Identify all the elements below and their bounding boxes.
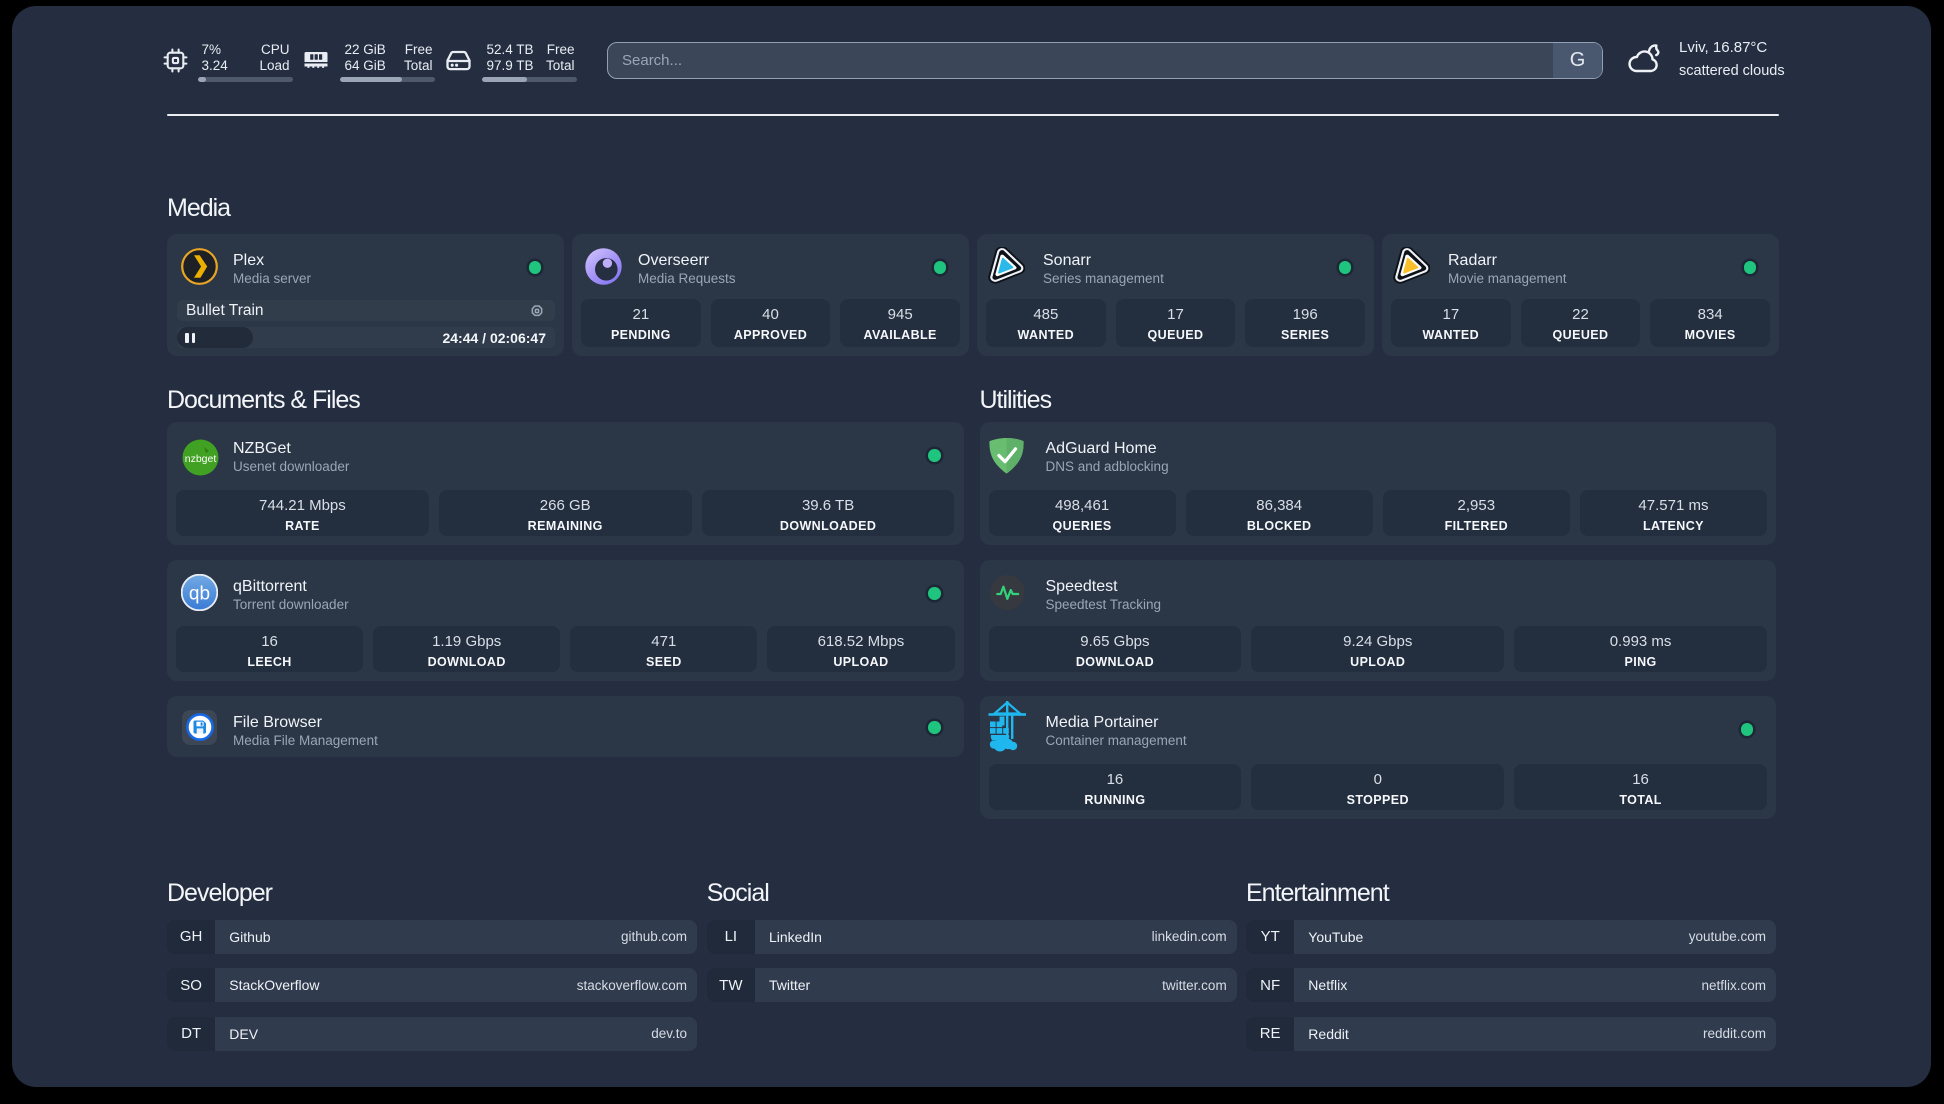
svg-text:qb: qb	[189, 583, 210, 604]
svg-text:nzbget: nzbget	[184, 453, 216, 465]
